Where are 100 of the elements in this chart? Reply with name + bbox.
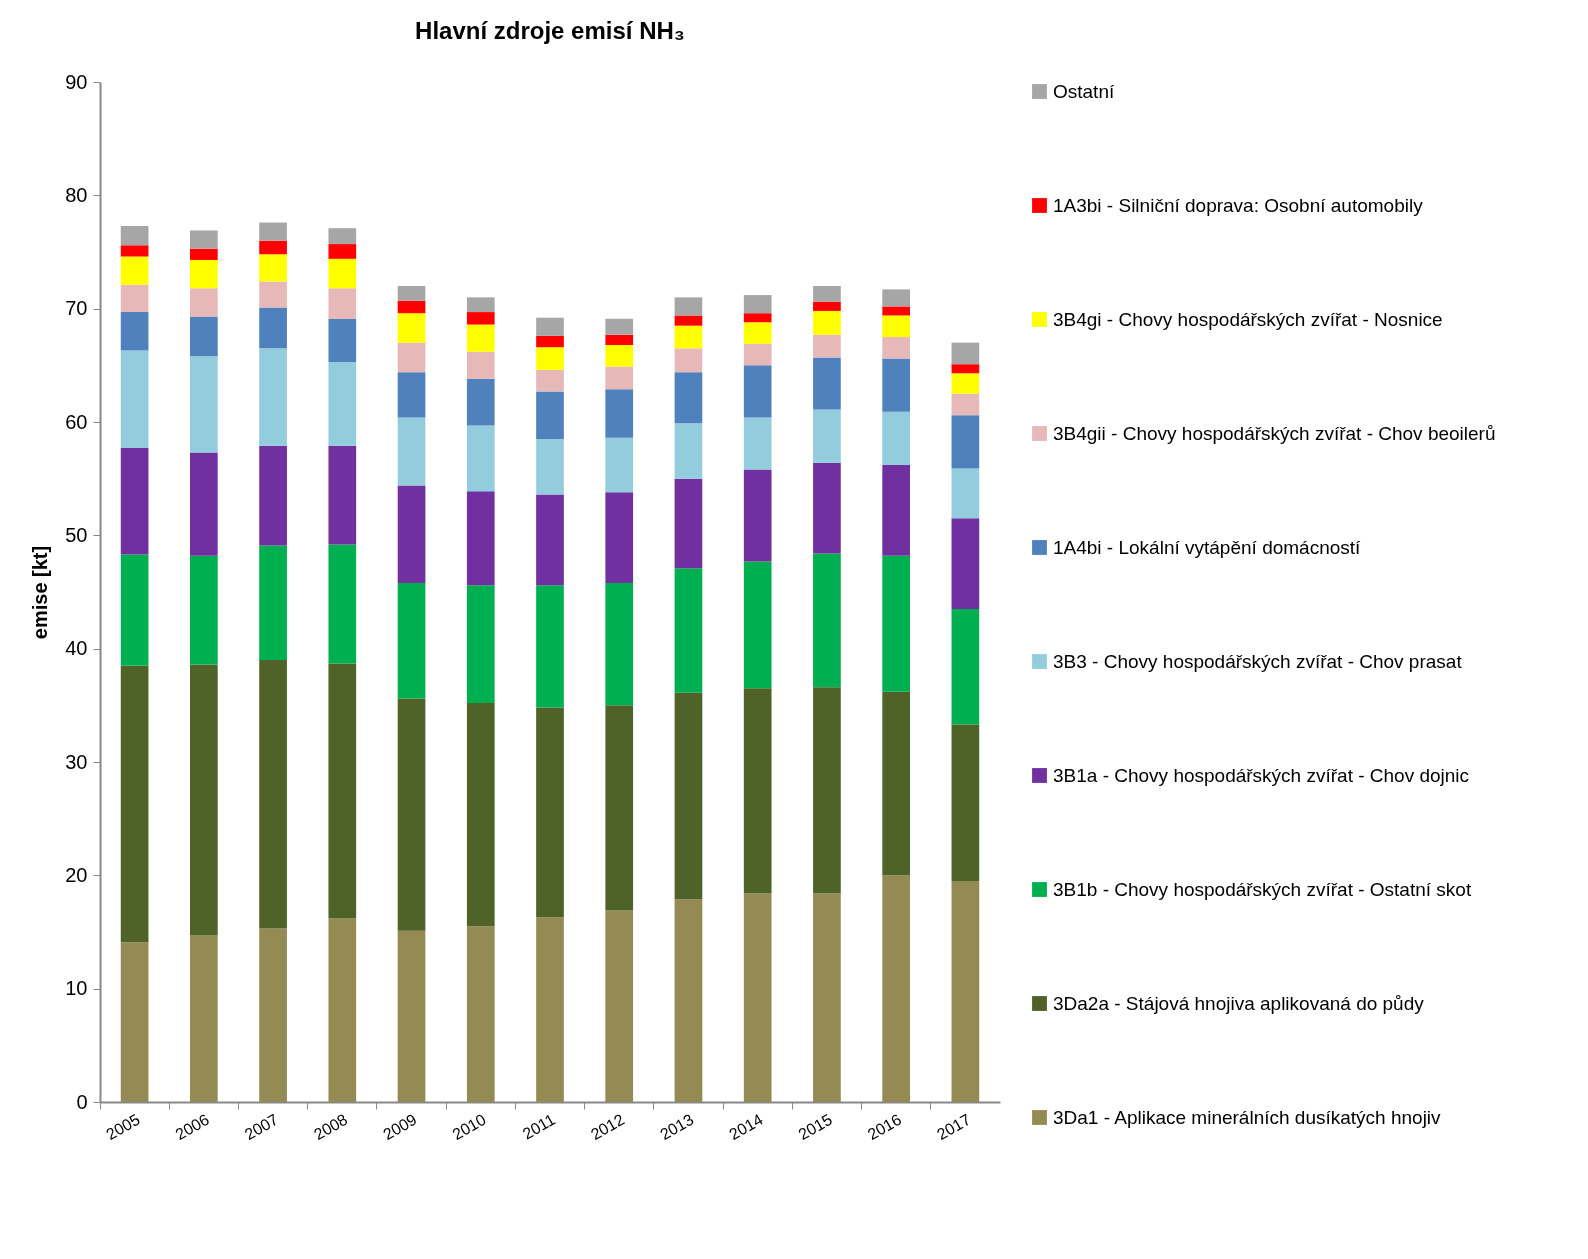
bar [882, 465, 910, 556]
bar [813, 301, 841, 311]
bar [466, 585, 495, 704]
bar [605, 705, 634, 911]
bar [813, 310, 841, 335]
bar [466, 312, 495, 325]
bar [605, 437, 634, 493]
bar [466, 378, 495, 426]
bar [674, 348, 703, 373]
bar [882, 875, 910, 1102]
bar [259, 445, 287, 546]
bar [120, 284, 149, 313]
bar [882, 691, 910, 876]
bar [674, 297, 703, 316]
x-tick-label: 2012 [587, 1110, 628, 1144]
bar [951, 393, 980, 416]
bar [328, 228, 357, 245]
bar [743, 343, 772, 366]
bar [605, 492, 634, 583]
bar [190, 356, 218, 453]
bar [743, 295, 772, 314]
bar [328, 318, 357, 362]
bar [259, 660, 287, 929]
bar [674, 478, 703, 569]
bar [813, 409, 841, 463]
bar [882, 411, 910, 466]
bar [466, 926, 495, 1102]
bar [190, 259, 218, 289]
x-tick-label: 2009 [380, 1110, 420, 1144]
bar [605, 334, 634, 345]
y-tick-label: 20 [65, 863, 88, 886]
legend-label: 3Da1 - Aplikace minerálních dusíkatých hnojiv [1053, 1106, 1442, 1128]
bar [120, 245, 149, 257]
bar [743, 469, 772, 562]
bar [397, 485, 426, 583]
bar [259, 254, 287, 282]
bar [190, 248, 218, 260]
bar [605, 582, 634, 706]
bar [951, 415, 980, 469]
bar [259, 545, 287, 660]
bar [882, 315, 910, 337]
x-tick-label: 2016 [864, 1110, 905, 1144]
bar [259, 307, 287, 349]
bar [328, 544, 357, 664]
bar [120, 942, 149, 1102]
bar [536, 391, 564, 439]
legend-label: Ostatní [1053, 80, 1115, 102]
bar [259, 222, 287, 241]
bar [328, 918, 357, 1102]
bar [259, 240, 287, 255]
bar [397, 342, 426, 373]
x-tick-label: 2013 [657, 1110, 697, 1144]
bar [259, 928, 287, 1102]
y-tick-label: 50 [65, 523, 88, 546]
bar [951, 364, 980, 374]
bar [536, 369, 564, 392]
bar [397, 300, 426, 314]
y-tick-label: 70 [65, 297, 88, 320]
bar [743, 322, 772, 344]
bar [536, 347, 564, 370]
y-tick-label: 10 [65, 977, 88, 1000]
legend-label: 3Da2a - Stájová hnojiva aplikovaná do půdy [1053, 992, 1425, 1014]
bar [536, 707, 564, 918]
bar [882, 306, 910, 316]
legend-label: 3B1b - Chovy hospodářských zvířat - Ostatní skot [1053, 878, 1472, 900]
bar [743, 365, 772, 418]
legend-label: 3B4gii - Chovy hospodářských zvířat - Chov beoilerů [1053, 422, 1496, 444]
bar [674, 315, 703, 326]
bar [743, 688, 772, 894]
y-tick-label: 30 [65, 750, 88, 773]
x-tick-label: 2011 [519, 1110, 559, 1143]
bar [397, 417, 426, 486]
bar [328, 663, 357, 919]
legend-label: 1A4bi - Lokální vytápění domácností [1053, 536, 1362, 558]
bar [120, 350, 149, 449]
bar [605, 344, 634, 367]
y-axis-title: emise [kt] [29, 545, 52, 640]
y-tick-label: 80 [65, 183, 88, 206]
bar [328, 288, 357, 319]
bar [190, 664, 218, 936]
bar [951, 342, 980, 365]
bar [951, 724, 980, 881]
bar [743, 893, 772, 1102]
y-tick-label: 40 [65, 637, 88, 660]
bar [466, 703, 495, 927]
bar [813, 334, 841, 358]
bar [190, 452, 218, 556]
bar [397, 698, 426, 931]
y-tick-label: 90 [65, 70, 88, 93]
bar [466, 425, 495, 492]
bar [813, 286, 841, 302]
bar [190, 555, 218, 665]
bar [466, 351, 495, 379]
bar [813, 462, 841, 554]
bar [536, 585, 564, 708]
bar [743, 313, 772, 323]
bar [120, 225, 149, 246]
y-tick-label: 0 [76, 1090, 88, 1113]
bar [674, 568, 703, 693]
bar [397, 930, 426, 1102]
